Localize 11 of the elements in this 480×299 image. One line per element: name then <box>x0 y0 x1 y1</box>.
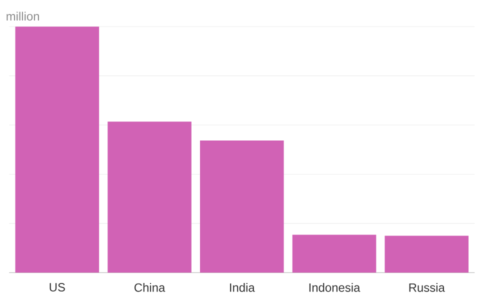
bar <box>108 121 192 273</box>
x-tick-label: China <box>134 282 166 292</box>
x-tick-label: Indonesia <box>309 282 360 292</box>
bar <box>200 140 284 273</box>
x-tick-label: US <box>50 282 65 292</box>
y-axis-title: million <box>6 12 39 20</box>
bar <box>292 234 376 273</box>
bar <box>15 26 100 273</box>
bar <box>384 236 469 273</box>
x-tick-label: Russia <box>409 282 445 292</box>
x-tick-label: India <box>230 282 255 292</box>
